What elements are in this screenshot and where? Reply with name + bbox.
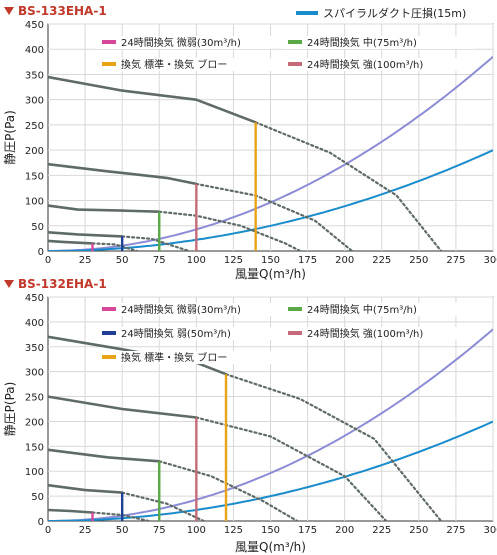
y-tick-label: 100 — [25, 467, 44, 478]
x-tick-label: 75 — [153, 255, 166, 266]
x-tick-label: 100 — [187, 525, 206, 536]
legend-label: 24時間換気 強(100m³/h) — [307, 58, 423, 71]
y-tick-label: 0 — [38, 517, 44, 528]
x-tick-label: 0 — [45, 525, 51, 536]
legend-bg — [282, 58, 474, 71]
x-tick-label: 0 — [45, 255, 51, 266]
legend-bg — [282, 303, 474, 316]
legend-bg — [96, 303, 272, 316]
x-tick-label: 225 — [372, 255, 391, 266]
y-tick-label: 300 — [25, 368, 44, 379]
fan-curve-solid — [48, 75, 257, 124]
y-tick-label: 450 — [25, 293, 44, 304]
plot-content — [48, 55, 493, 251]
x-tick-label: 200 — [335, 255, 354, 266]
fan-curve-dotted — [158, 210, 302, 251]
fan-curve-dotted — [195, 182, 354, 251]
y-axis-label: 静圧P(Pa) — [3, 110, 17, 165]
x-tick-label: 100 — [187, 255, 206, 266]
legend-bg — [96, 58, 272, 71]
chart-title: BS-133EHA-1 — [18, 4, 107, 18]
legend-label: 24時間換気 中(75m³/h) — [307, 36, 417, 49]
legend-label: 24時間換気 弱(50m³/h) — [121, 327, 231, 340]
y-tick-label: 50 — [31, 492, 44, 503]
y-tick-label: 200 — [25, 146, 44, 157]
x-axis-label: 風量Q(m³/h) — [235, 267, 306, 281]
fan-curve-solid — [48, 231, 123, 238]
fan-curve-dotted — [195, 416, 388, 521]
x-tick-label: 250 — [409, 525, 428, 536]
fan-curve-dotted — [224, 373, 443, 521]
fan-curve-solid — [48, 395, 197, 419]
x-tick-label: 250 — [409, 255, 428, 266]
legend-bg — [282, 36, 474, 49]
legend-bg — [96, 351, 272, 364]
y-tick-label: 300 — [25, 96, 44, 107]
fan-curve-solid — [48, 239, 93, 245]
x-tick-label: 125 — [224, 255, 243, 266]
top-legend-label: スパイラルダクト圧損(15m) — [323, 6, 466, 20]
fan-curve-dotted — [254, 121, 443, 251]
title-marker — [4, 280, 14, 288]
y-tick-label: 200 — [25, 417, 44, 428]
chart-bs-132eha-1: 0 25 50 75 100 125 150 175 200 225 250 275 300 0 50 100… — [3, 277, 497, 554]
y-tick-label: 0 — [38, 247, 44, 258]
legend-label: 24時間換気 微弱(30m³/h) — [121, 303, 241, 316]
y-tick-label: 350 — [25, 343, 44, 354]
x-tick-label: 50 — [116, 525, 129, 536]
x-tick-label: 125 — [224, 525, 243, 536]
legend-bg — [96, 327, 272, 340]
fan-curve-solid — [48, 448, 160, 463]
fan-curve-dotted — [91, 242, 139, 251]
x-tick-label: 25 — [79, 255, 92, 266]
y-tick-label: 250 — [25, 121, 44, 132]
y-tick-label: 350 — [25, 70, 44, 81]
x-tick-label: 175 — [298, 525, 317, 536]
y-tick-label: 400 — [25, 318, 44, 329]
fan-curve-solid — [48, 508, 93, 514]
fan-curve-solid — [48, 204, 160, 213]
chart-bs-133eha-1: 0 25 50 75 100 125 150 175 200 225 250 275 300 0 50 100… — [3, 4, 497, 281]
fan-curve-dotted — [158, 460, 299, 521]
x-axis-label: 風量Q(m³/h) — [235, 540, 306, 554]
legend-label: 24時間換気 中(75m³/h) — [307, 303, 417, 316]
legend-bg — [96, 36, 272, 49]
y-tick-label: 250 — [25, 393, 44, 404]
x-tick-label: 150 — [261, 255, 280, 266]
y-tick-label: 400 — [25, 45, 44, 56]
x-tick-label: 150 — [261, 525, 280, 536]
x-tick-label: 300 — [483, 525, 497, 536]
x-tick-label: 275 — [446, 255, 465, 266]
y-tick-label: 150 — [25, 442, 44, 453]
x-tick-label: 50 — [116, 255, 129, 266]
plot-content — [48, 328, 493, 521]
legend-label: 換気 標準・換気 ブロー — [121, 58, 227, 71]
x-tick-label: 25 — [79, 525, 92, 536]
y-axis-label: 静圧P(Pa) — [3, 382, 17, 437]
x-tick-label: 175 — [298, 255, 317, 266]
chart-title: BS-132EHA-1 — [18, 277, 107, 291]
x-tick-label: 75 — [153, 525, 166, 536]
legend-bg — [282, 327, 474, 340]
y-tick-label: 150 — [25, 171, 44, 182]
fan-curve-solid — [48, 162, 197, 186]
title-marker — [4, 7, 14, 15]
y-tick-label: 50 — [31, 222, 44, 233]
legend-label: 24時間換気 微弱(30m³/h) — [121, 36, 241, 49]
fan-curve-dotted — [121, 491, 205, 521]
top-legend: スパイラルダクト圧損(15m) — [296, 6, 466, 20]
x-tick-label: 300 — [483, 255, 497, 266]
y-tick-label: 450 — [25, 20, 44, 31]
fan-curve-solid — [48, 483, 123, 494]
fan-curve-dotted — [121, 235, 190, 251]
x-tick-label: 275 — [446, 525, 465, 536]
y-tick-label: 100 — [25, 197, 44, 208]
legend-label: 換気 標準・換気 ブロー — [121, 351, 227, 364]
x-tick-label: 200 — [335, 525, 354, 536]
legend-label: 24時間換気 強(100m³/h) — [307, 327, 423, 340]
x-tick-label: 225 — [372, 525, 391, 536]
